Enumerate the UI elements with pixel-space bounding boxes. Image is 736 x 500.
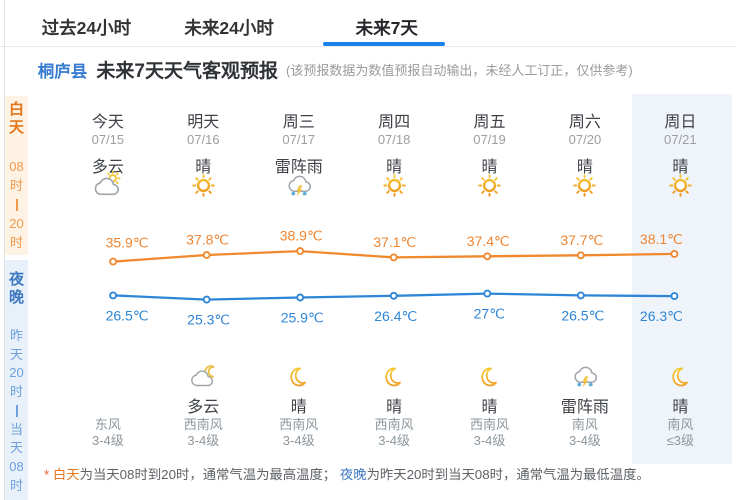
- svg-text:25.9℃: 25.9℃: [281, 310, 324, 326]
- svg-text:37.4℃: 37.4℃: [467, 233, 510, 249]
- svg-text:26.4℃: 26.4℃: [374, 308, 417, 324]
- svg-text:37.1℃: 37.1℃: [373, 234, 416, 250]
- svg-text:27℃: 27℃: [474, 306, 505, 322]
- svg-text:26.5℃: 26.5℃: [561, 307, 604, 323]
- svg-text:37.7℃: 37.7℃: [560, 232, 603, 248]
- svg-text:38.1℃: 38.1℃: [640, 231, 683, 247]
- svg-text:26.3℃: 26.3℃: [640, 308, 683, 324]
- svg-text:37.8℃: 37.8℃: [186, 232, 229, 248]
- svg-text:25.3℃: 25.3℃: [187, 312, 230, 328]
- svg-text:26.5℃: 26.5℃: [106, 307, 149, 323]
- svg-text:38.9℃: 38.9℃: [280, 228, 323, 244]
- svg-text:35.9℃: 35.9℃: [106, 235, 149, 251]
